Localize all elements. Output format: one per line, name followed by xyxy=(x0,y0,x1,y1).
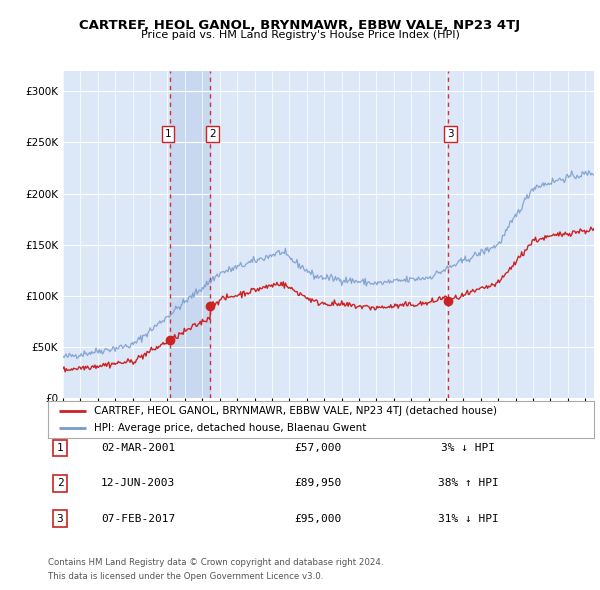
Text: £95,000: £95,000 xyxy=(295,514,341,524)
Text: CARTREF, HEOL GANOL, BRYNMAWR, EBBW VALE, NP23 4TJ: CARTREF, HEOL GANOL, BRYNMAWR, EBBW VALE… xyxy=(79,19,521,32)
Text: 2: 2 xyxy=(209,129,216,139)
Text: £57,000: £57,000 xyxy=(295,443,341,453)
Text: HPI: Average price, detached house, Blaenau Gwent: HPI: Average price, detached house, Blae… xyxy=(94,423,367,433)
Text: 3% ↓ HPI: 3% ↓ HPI xyxy=(441,443,495,453)
Text: Contains HM Land Registry data © Crown copyright and database right 2024.: Contains HM Land Registry data © Crown c… xyxy=(48,558,383,566)
Text: 2: 2 xyxy=(56,478,64,489)
Text: 31% ↓ HPI: 31% ↓ HPI xyxy=(437,514,499,524)
Text: 3: 3 xyxy=(447,129,454,139)
Text: 1: 1 xyxy=(56,443,64,453)
Text: 02-MAR-2001: 02-MAR-2001 xyxy=(101,443,175,453)
Bar xyxy=(170,71,210,398)
Text: 12-JUN-2003: 12-JUN-2003 xyxy=(101,478,175,489)
Text: This data is licensed under the Open Government Licence v3.0.: This data is licensed under the Open Gov… xyxy=(48,572,323,581)
Text: £89,950: £89,950 xyxy=(295,478,341,489)
Text: 1: 1 xyxy=(164,129,171,139)
Text: 38% ↑ HPI: 38% ↑ HPI xyxy=(437,478,499,489)
Text: CARTREF, HEOL GANOL, BRYNMAWR, EBBW VALE, NP23 4TJ (detached house): CARTREF, HEOL GANOL, BRYNMAWR, EBBW VALE… xyxy=(94,406,497,416)
Text: 07-FEB-2017: 07-FEB-2017 xyxy=(101,514,175,524)
Text: Price paid vs. HM Land Registry's House Price Index (HPI): Price paid vs. HM Land Registry's House … xyxy=(140,30,460,40)
Text: 3: 3 xyxy=(56,514,64,524)
